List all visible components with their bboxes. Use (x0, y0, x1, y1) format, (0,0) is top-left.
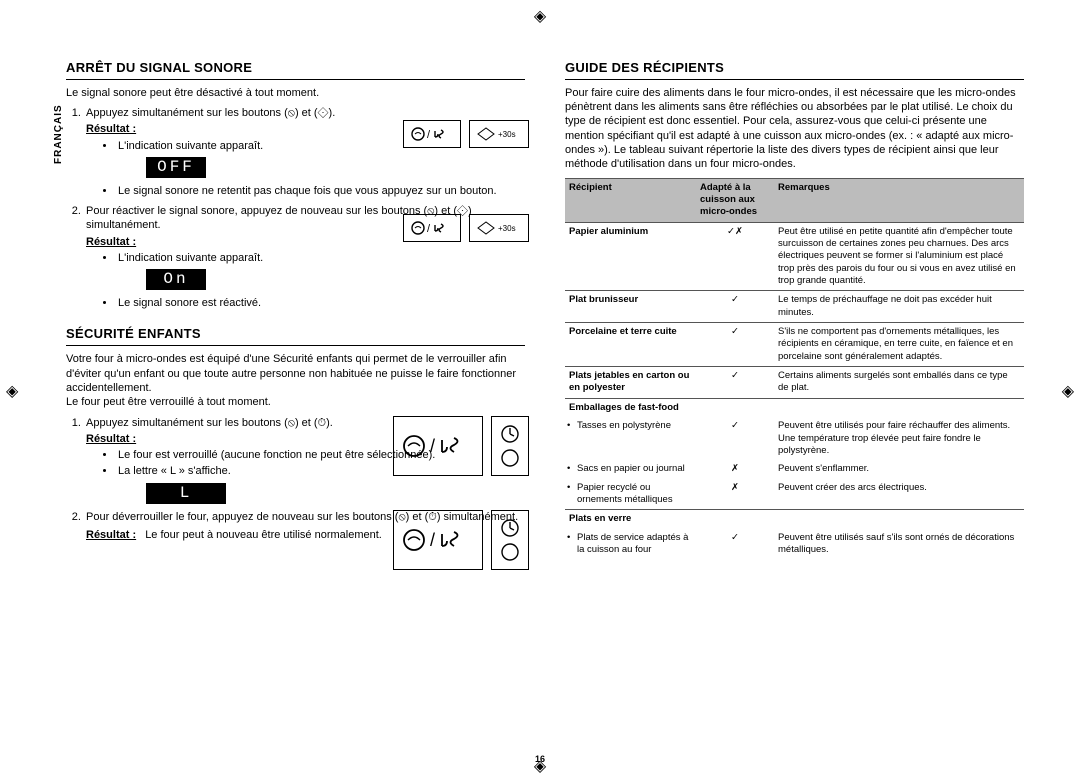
table-row: Emballages de fast-food (565, 398, 1024, 417)
right-title: GUIDE DES RÉCIPIENTS (565, 60, 1024, 77)
svg-text:+30s: +30s (498, 224, 516, 233)
table-row: Sacs en papier ou journal✗Peuvent s'enfl… (565, 460, 1024, 478)
combi-icon-block2: / (403, 214, 461, 242)
resultat-label-s2: Résultat : (86, 433, 136, 445)
svg-text:/: / (427, 223, 431, 235)
section2-intro: Votre four à micro-ondes est équipé d'un… (66, 352, 525, 409)
lcd-off: OFF (146, 157, 206, 178)
combi-icon-large2: / (393, 510, 483, 570)
table-row: Papier recyclé ou ornements métalliques✗… (565, 479, 1024, 510)
language-tab: FRANÇAIS (53, 100, 64, 168)
s1-bullet2: Le signal sonore ne retentit pas chaque … (116, 184, 525, 198)
s2-result-inline: Le four peut à nouveau être utilisé norm… (145, 529, 382, 541)
registration-mark-top: ◈ (534, 6, 546, 26)
combi-icon-block: / (403, 120, 461, 148)
section1-title: ARRÊT DU SIGNAL SONORE (66, 60, 525, 77)
s1-bullet3: L'indication suivante apparaît. (116, 251, 525, 265)
section2-title: SÉCURITÉ ENFANTS (66, 326, 525, 343)
recipient-table: Récipient Adapté à la cuisson aux micro-… (565, 178, 1024, 560)
table-row: Tasses en polystyrène✓Peuvent être utili… (565, 417, 1024, 460)
plus30s-icon-block2: +30s (469, 214, 529, 242)
table-row: Plats jetables en carton ou en polyester… (565, 367, 1024, 399)
th-adapte: Adapté à la cuisson aux micro-ondes (696, 178, 774, 222)
section1-step1: Appuyez simultanément sur les boutons (⦸… (84, 106, 525, 198)
table-row: Plats en verre (565, 510, 1024, 529)
clock-icon-block (491, 416, 529, 476)
right-column: GUIDE DES RÉCIPIENTS Pour faire cuire de… (545, 60, 1044, 746)
clock-icon-block2 (491, 510, 529, 570)
section1-step2: Pour réactiver le signal sonore, appuyez… (84, 204, 525, 310)
clock-icon (500, 424, 520, 444)
svg-text:/: / (430, 530, 435, 550)
registration-mark-left: ◈ (6, 381, 18, 401)
svg-text:/: / (427, 129, 431, 141)
right-intro: Pour faire cuire des aliments dans le fo… (565, 86, 1024, 172)
section1-intro: Le signal sonore peut être désactivé à t… (66, 86, 525, 100)
registration-mark-right: ◈ (1062, 381, 1074, 401)
th-recipient: Récipient (565, 178, 696, 222)
resultat-label-s2b: Résultat : (86, 529, 136, 541)
resultat-label: Résultat : (86, 123, 136, 135)
left-column: ARRÊT DU SIGNAL SONORE Le signal sonore … (36, 60, 545, 746)
svg-text:/: / (430, 436, 435, 456)
section2-step1: Appuyez simultanément sur les boutons (⦸… (84, 416, 525, 504)
th-remarques: Remarques (774, 178, 1024, 222)
table-row: Plat brunisseur✓Le temps de préchauffage… (565, 291, 1024, 323)
table-row: Porcelaine et terre cuite✓S'ils ne compo… (565, 323, 1024, 367)
s1-bullet4: Le signal sonore est réactivé. (116, 296, 525, 310)
table-row: Plats de service adaptés à la cuisson au… (565, 529, 1024, 560)
lcd-l: L (146, 483, 226, 504)
circle-icon (500, 448, 520, 468)
page-number: 16 (0, 754, 1080, 764)
plus30-label: +30s (498, 130, 516, 139)
resultat-label2: Résultat : (86, 236, 136, 248)
combi-icon-large: / (393, 416, 483, 476)
section2-step2: Pour déverrouiller le four, appuyez de n… (84, 510, 525, 543)
lcd-on: On (146, 269, 206, 290)
plus30s-icon-block: +30s (469, 120, 529, 148)
table-row: Papier aluminium✓✗Peut être utilisé en p… (565, 222, 1024, 291)
